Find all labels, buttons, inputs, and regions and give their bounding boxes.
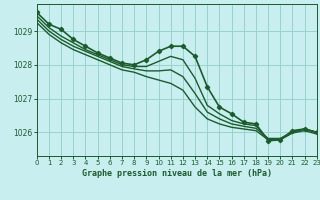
X-axis label: Graphe pression niveau de la mer (hPa): Graphe pression niveau de la mer (hPa): [82, 169, 272, 178]
